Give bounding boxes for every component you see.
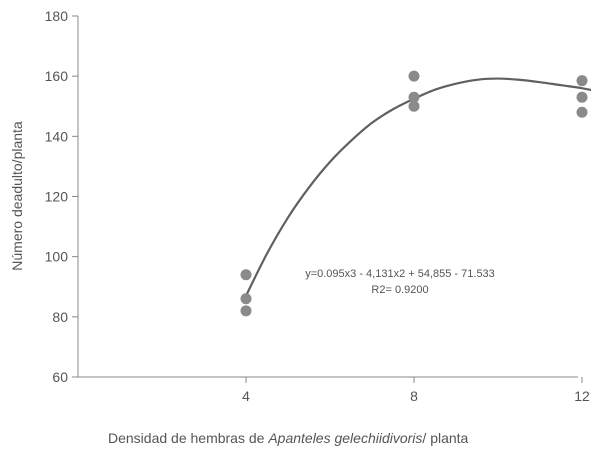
y-axis-label: Número deadulto/planta <box>9 121 25 271</box>
data-points <box>240 70 588 317</box>
y-tick-label: 120 <box>45 189 69 205</box>
data-point <box>408 91 420 103</box>
fit-curve <box>245 77 591 297</box>
x-axis-label-suffix: / planta <box>422 430 469 446</box>
data-point <box>576 75 588 87</box>
x-axis-label-prefix: Densidad de hembras de <box>108 430 269 446</box>
data-point <box>576 106 588 118</box>
x-tick-label: 4 <box>242 388 250 404</box>
data-point <box>408 100 420 112</box>
x-axis-label: Densidad de hembras de Apanteles gelechi… <box>108 430 578 447</box>
data-point <box>240 305 252 317</box>
y-tick-label: 100 <box>45 249 69 265</box>
axes <box>77 16 578 378</box>
fit-equation: y=0.095x3 - 4,131x2 + 54,855 - 71.533 <box>305 268 495 280</box>
x-tick-label: 12 <box>574 388 590 404</box>
x-tick-label: 8 <box>410 388 418 404</box>
data-point <box>408 70 420 82</box>
y-tick-label: 180 <box>45 8 69 24</box>
data-point <box>576 91 588 103</box>
x-axis-label-species: Apanteles gelechiidivoris <box>268 430 423 446</box>
y-tick-label: 160 <box>45 68 69 84</box>
y-tick-label: 140 <box>45 128 69 144</box>
y-tick-label: 80 <box>52 309 68 325</box>
chart: 608010012014016018048121620 y=0.095x3 - … <box>9 8 591 404</box>
fit-r-squared: R2= 0.9200 <box>371 284 428 296</box>
y-tick-label: 60 <box>52 369 68 385</box>
data-point <box>240 293 252 305</box>
data-point <box>240 269 252 281</box>
ticks: 608010012014016018048121620 <box>45 8 590 404</box>
